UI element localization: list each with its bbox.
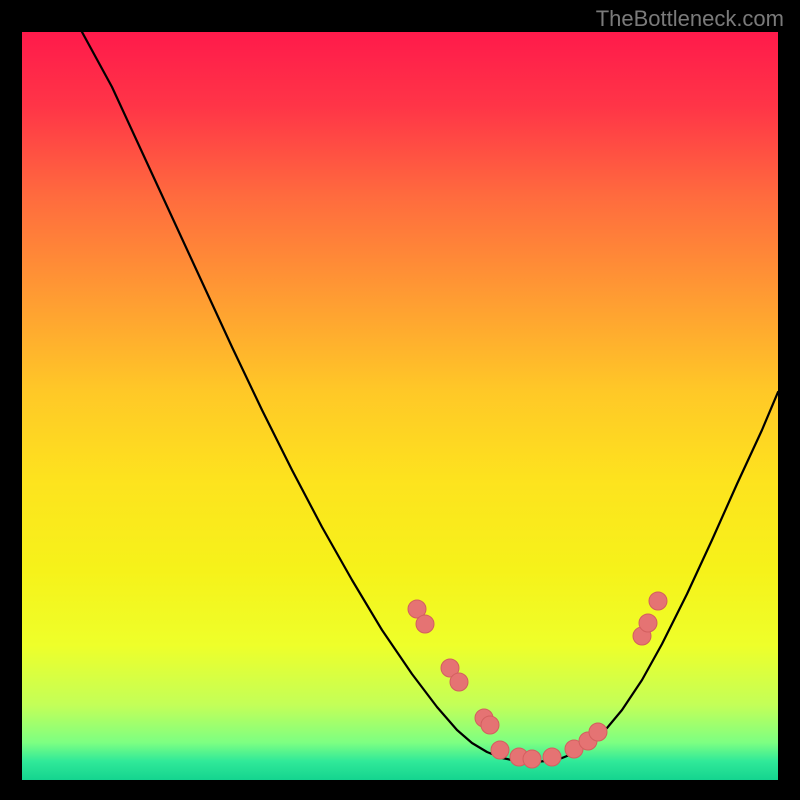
plot-area [22, 32, 778, 780]
data-marker [481, 716, 499, 734]
gradient-background [22, 32, 778, 780]
data-marker [491, 741, 509, 759]
chart-svg [22, 32, 778, 780]
data-marker [649, 592, 667, 610]
data-marker [416, 615, 434, 633]
watermark-text: TheBottleneck.com [596, 6, 784, 32]
data-marker [589, 723, 607, 741]
data-marker [639, 614, 657, 632]
data-marker [450, 673, 468, 691]
data-marker [543, 748, 561, 766]
data-marker [523, 750, 541, 768]
